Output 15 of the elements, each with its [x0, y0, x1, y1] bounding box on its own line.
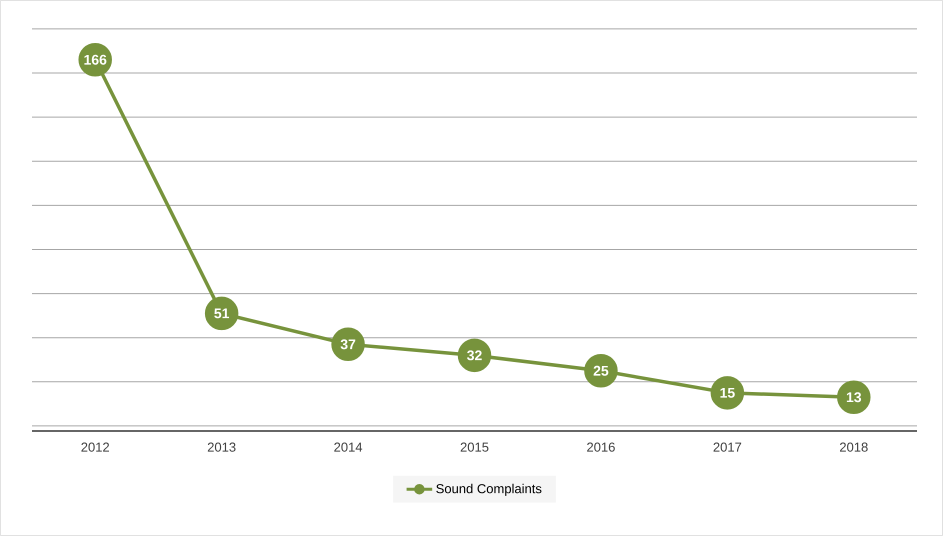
data-label: 37 — [340, 339, 356, 350]
x-tick-label: 2017 — [714, 442, 742, 452]
data-label: 166 — [84, 54, 106, 65]
x-tick-label: 2018 — [840, 442, 868, 452]
data-label: 13 — [846, 392, 862, 402]
data-label: 32 — [467, 350, 482, 360]
x-tick-label: 2013 — [208, 442, 236, 452]
x-tick-label: 2012 — [81, 442, 110, 452]
data-label: 51 — [214, 308, 230, 318]
data-label: 25 — [594, 366, 608, 376]
x-tick-label: 2016 — [587, 442, 615, 452]
legend-label: Sound Complaints — [436, 484, 542, 496]
x-tick-label: 2014 — [334, 442, 362, 452]
x-tick-label: 2015 — [460, 442, 488, 452]
data-label: 15 — [720, 388, 735, 398]
